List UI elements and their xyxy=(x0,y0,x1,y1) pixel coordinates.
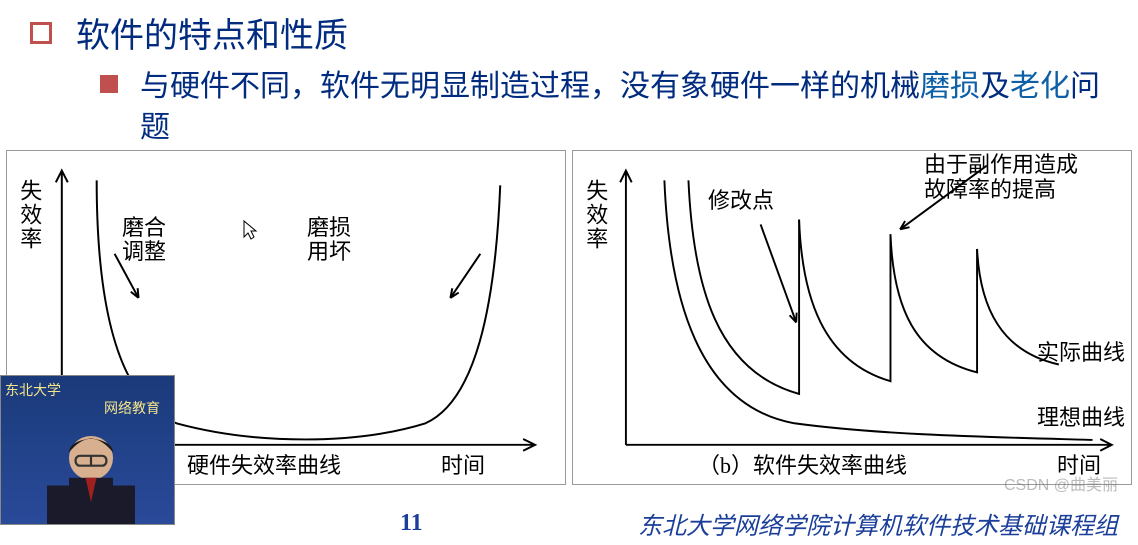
subtitle-pre: 与硬件不同，软件无明显制造过程，没有象硬件一样的机械 xyxy=(140,70,920,103)
subtitle-hl1: 磨损 xyxy=(920,70,980,103)
chart-b-annot-mod: 修改点 xyxy=(708,189,774,213)
title-bullet xyxy=(30,22,52,44)
subtitle-mid: 及 xyxy=(980,70,1010,103)
chart-b-caption: （b）软件失效率曲线 xyxy=(698,454,907,478)
page-number: 11 xyxy=(400,510,423,537)
chart-a-annot-right: 磨损 用坏 xyxy=(307,216,351,264)
pip-line1: 东北大学 xyxy=(5,380,61,400)
chart-a-annot-left: 磨合 调整 xyxy=(122,216,166,264)
subtitle-bullet xyxy=(100,75,118,93)
chart-b-annot-actual: 实际曲线 xyxy=(1037,341,1125,365)
chart-a-xlabel: 时间 xyxy=(441,454,485,478)
slide-subtitle: 与硬件不同，软件无明显制造过程，没有象硬件一样的机械磨损及老化问题 xyxy=(140,67,1108,148)
chart-software-svg xyxy=(573,151,1131,484)
chart-a-caption: 硬件失效率曲线 xyxy=(187,454,341,478)
chart-b-annot-ideal: 理想曲线 xyxy=(1037,406,1125,430)
chart-a-ylabel: 失效率 xyxy=(17,179,41,251)
subtitle-hl2: 老化 xyxy=(1010,70,1070,103)
chart-b-ylabel: 失效率 xyxy=(583,179,607,251)
watermark: CSDN @曲美丽 xyxy=(1004,471,1118,495)
slide-footer: 11 东北大学网络学院计算机软件技术基础课程组 xyxy=(0,501,1138,545)
chart-software: 失效率 修改点 实际曲线 理想曲线 （b）软件失效率曲线 时间 xyxy=(572,150,1132,485)
footer-org: 东北大学网络学院计算机软件技术基础课程组 xyxy=(638,506,1118,541)
cursor-icon xyxy=(242,219,258,241)
slide-title: 软件的特点和性质 xyxy=(76,8,348,57)
